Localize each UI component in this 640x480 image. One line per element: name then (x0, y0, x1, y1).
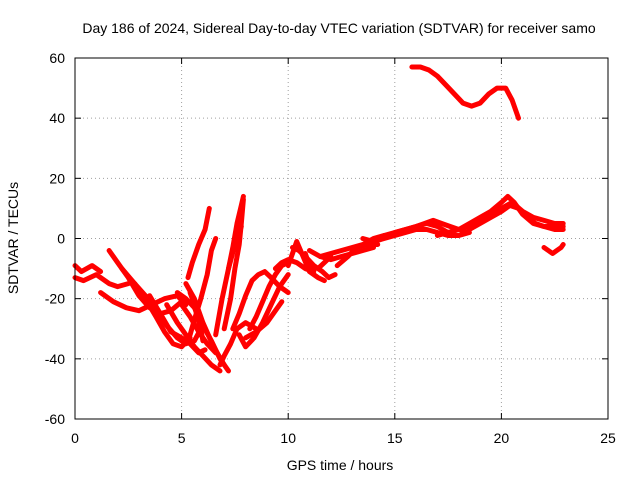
data-series-s25 (285, 239, 327, 284)
data-series-s36 (541, 242, 566, 256)
series-layer (72, 64, 566, 374)
x-tick-label: 20 (494, 430, 510, 446)
y-tick-label: 20 (49, 170, 65, 186)
data-series-s11 (179, 302, 219, 356)
axes: 0 5 10 15 20 25 -60 -40 -20 0 20 40 60 (45, 50, 616, 446)
data-series-s31 (371, 227, 472, 244)
data-series-s35 (466, 202, 566, 232)
y-tick-label: 60 (49, 50, 65, 66)
data-series-s8 (164, 302, 223, 374)
y-axis-label: SDTVAR / TECUs (5, 182, 21, 294)
data-series-s29 (334, 242, 381, 269)
data-series-s2 (72, 272, 131, 290)
data-series-s22 (243, 299, 285, 341)
data-series-s37 (409, 64, 521, 121)
x-axis-label: GPS time / hours (287, 457, 394, 473)
y-tick-label: -20 (45, 291, 65, 307)
data-series-s20 (230, 269, 291, 332)
data-series-s15 (217, 320, 259, 368)
grid (75, 58, 608, 419)
x-tick-label: 25 (600, 430, 616, 446)
x-tick-label: 0 (71, 430, 79, 446)
data-series-s28 (307, 245, 376, 263)
y-tick-label: 40 (49, 110, 65, 126)
data-series-s18 (221, 196, 246, 332)
y-tick-label: 0 (57, 231, 65, 247)
plot-frame (74, 57, 609, 420)
x-tick-label: 10 (280, 430, 296, 446)
data-series-s13 (185, 205, 212, 281)
data-series-s27 (317, 233, 387, 259)
data-series-s14 (187, 236, 219, 338)
y-tick-label: -60 (45, 411, 65, 427)
y-tick-label: -40 (45, 351, 65, 367)
x-tick-label: 5 (178, 430, 186, 446)
x-tick-label: 15 (387, 430, 403, 446)
data-series-s1 (72, 263, 104, 275)
data-series-s4 (98, 290, 189, 314)
chart-title: Day 186 of 2024, Sidereal Day-to-day VTE… (82, 20, 595, 36)
